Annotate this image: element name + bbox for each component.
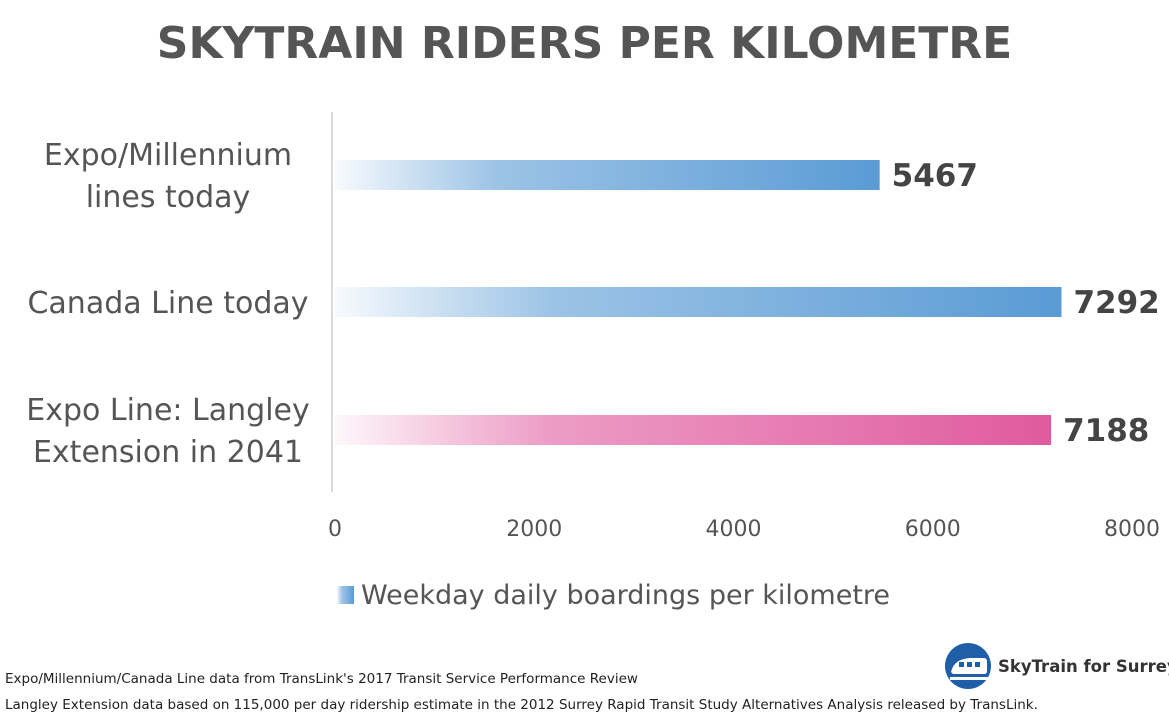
x-tick-label-1: 2000 xyxy=(506,517,562,542)
legend-label: Weekday daily boardings per kilometre xyxy=(361,580,890,611)
x-tick-label-4: 8000 xyxy=(1104,517,1160,542)
skytrain-for-surrey-logo: SkyTrain for Surrey xyxy=(944,642,1169,690)
category-label-2-line-0: Expo Line: Langley xyxy=(26,393,310,428)
legend-swatch xyxy=(337,586,354,604)
value-label-1: 7292 xyxy=(1073,285,1159,321)
footnote-source-2012: Langley Extension data based on 115,000 … xyxy=(5,697,1038,713)
bar-0 xyxy=(335,160,880,190)
category-label-2-line-1: Extension in 2041 xyxy=(33,435,303,470)
bar-1 xyxy=(335,287,1062,317)
logo-text: SkyTrain for Surrey xyxy=(998,656,1169,676)
x-tick-label-0: 0 xyxy=(328,517,342,542)
x-tick-label-3: 6000 xyxy=(905,517,961,542)
category-label-0-line-0: Expo/Millennium xyxy=(44,138,292,173)
value-label-0: 5467 xyxy=(892,158,978,194)
x-tick-label-2: 4000 xyxy=(706,517,762,542)
bar-chart: 5467 Expo/Millennium lines today 7292 Canada… xyxy=(26,112,1160,611)
chart-title: SKYTRAIN RIDERS PER KILOMETRE xyxy=(156,18,1013,69)
footnote-source-2017: Expo/Millennium/Canada Line data from Tr… xyxy=(5,671,638,687)
category-label-1-line-0: Canada Line today xyxy=(27,286,308,321)
bar-2 xyxy=(335,415,1052,445)
category-label-0-line-1: lines today xyxy=(86,180,251,215)
skytrain-train-icon xyxy=(945,643,991,689)
value-label-2: 7188 xyxy=(1063,413,1149,449)
